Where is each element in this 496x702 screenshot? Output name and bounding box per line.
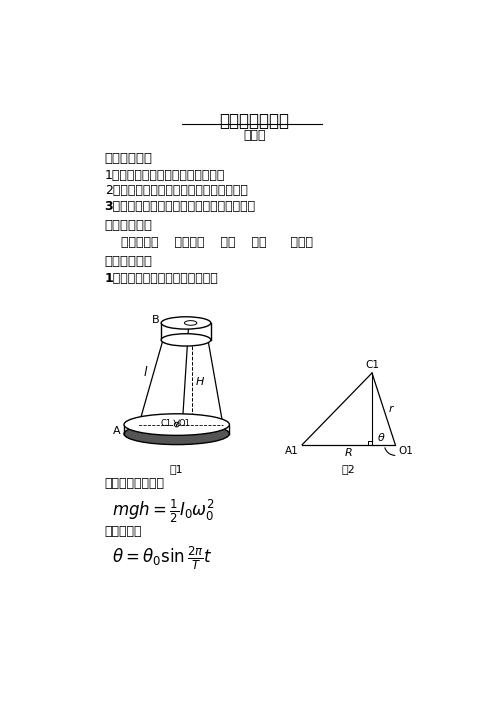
Text: 1、掌握水平调节与时间测量方法；: 1、掌握水平调节与时间测量方法； <box>105 169 225 182</box>
Ellipse shape <box>161 333 211 346</box>
Text: $\theta$: $\theta$ <box>377 431 385 443</box>
Text: 二、实验仪器: 二、实验仪器 <box>105 219 153 232</box>
Text: 1、三线摆法测定物体的转动惯量: 1、三线摆法测定物体的转动惯量 <box>105 272 218 285</box>
Text: 三、实验原理: 三、实验原理 <box>105 256 153 268</box>
Ellipse shape <box>185 321 197 325</box>
Text: 三线摆实验报告: 三线摆实验报告 <box>219 112 289 130</box>
Text: C1: C1 <box>365 360 379 370</box>
Text: A: A <box>113 425 121 436</box>
Text: 三线摆装置    电子秒表    卡尺    米尺      水平器: 三线摆装置 电子秒表 卡尺 米尺 水平器 <box>105 236 312 249</box>
Text: C: C <box>166 437 172 447</box>
Text: 简谐振动：: 简谐振动： <box>105 524 142 538</box>
Text: l: l <box>144 366 147 379</box>
Circle shape <box>175 423 179 427</box>
Text: 图1: 图1 <box>170 464 184 474</box>
Text: B: B <box>152 315 160 325</box>
Text: 图2: 图2 <box>342 464 356 474</box>
Text: $mgh = \frac{1}{2} I_0 \omega_0^2$: $mgh = \frac{1}{2} I_0 \omega_0^2$ <box>113 498 215 525</box>
Text: 林一仙: 林一仙 <box>243 129 265 142</box>
Text: 机械能守恒定律：: 机械能守恒定律： <box>105 477 165 490</box>
Text: O1: O1 <box>398 446 413 456</box>
Ellipse shape <box>161 317 211 329</box>
Text: 一、实验目的: 一、实验目的 <box>105 152 153 165</box>
Text: O1: O1 <box>179 419 190 428</box>
Text: O: O <box>177 437 185 447</box>
Ellipse shape <box>124 413 229 435</box>
Text: 3、掌握利用公式法测定定物体的转动惯量。: 3、掌握利用公式法测定定物体的转动惯量。 <box>105 200 256 213</box>
Text: R: R <box>345 449 353 458</box>
Text: A1: A1 <box>285 446 299 456</box>
Text: C1: C1 <box>160 419 172 428</box>
Text: H: H <box>195 377 204 388</box>
Ellipse shape <box>124 423 229 444</box>
Text: 2、掌握三线摆测定物体转动惯量的方法；: 2、掌握三线摆测定物体转动惯量的方法； <box>105 185 248 197</box>
Text: $\theta = \theta_0 \sin \frac{2\pi}{T} t$: $\theta = \theta_0 \sin \frac{2\pi}{T} t… <box>113 545 213 572</box>
Text: r: r <box>388 404 393 413</box>
